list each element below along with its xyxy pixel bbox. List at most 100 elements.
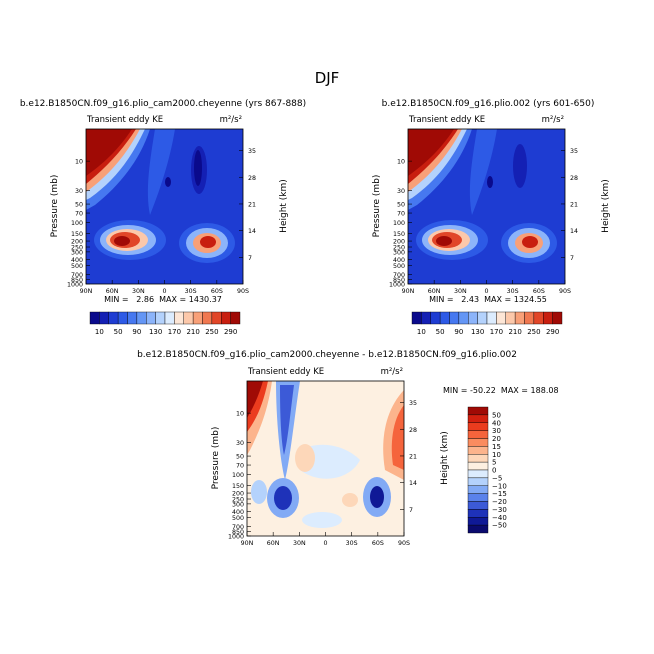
- colorbar-label: 10: [95, 328, 104, 336]
- colorbar-label: 0: [492, 467, 496, 475]
- panel-0-xtick-label: 90N: [80, 288, 93, 295]
- panel-0-y2tick-label: 14: [248, 228, 256, 235]
- colorbar-swatch: [467, 469, 489, 479]
- panel-1-y2tick-label: 14: [570, 228, 578, 235]
- colorbar-label: 250: [527, 328, 540, 336]
- panel-2-ticks: 1030507010015020025030040050070085010003…: [228, 400, 417, 547]
- colorbar-label: −15: [492, 490, 507, 498]
- colorbar-swatch: [192, 311, 203, 325]
- colorbar-swatch: [458, 311, 469, 325]
- panel-2-xtick-label: 60N: [267, 540, 280, 547]
- panel-0-ytick-label: 500: [71, 263, 83, 270]
- panel-2-y2label: Height (km): [440, 431, 450, 485]
- colorbar-swatch: [467, 524, 489, 534]
- colorbar-swatch: [477, 311, 488, 325]
- colorbar-swatch: [127, 311, 138, 325]
- panel-2-ytick-label: 500: [232, 515, 244, 522]
- colorbar-label: 170: [490, 328, 503, 336]
- panel-1-ytick-label: 70: [397, 211, 405, 218]
- colorbar-label: −10: [492, 482, 507, 490]
- panel-0-xtick-label: 60N: [106, 288, 119, 295]
- colorbar-label: −30: [492, 506, 507, 514]
- panel-2-ytick-label: 1000: [228, 534, 244, 541]
- panel-1-ytick-label: 10: [397, 159, 405, 166]
- panel-2-ytick-label: 300: [232, 501, 244, 508]
- panel-2-xtick-label: 0: [323, 540, 327, 547]
- colorbar-swatch: [174, 311, 184, 325]
- panel-2-y2tick-label: 7: [409, 507, 413, 514]
- panel-2-ytick-label: 850: [232, 529, 244, 536]
- panel-0-ticks: 1030507010015020025030040050070085010003…: [67, 148, 256, 295]
- colorbar-label: 290: [546, 328, 559, 336]
- panel-1-ytick-label: 400: [393, 257, 405, 264]
- colorbar-swatch: [467, 454, 489, 463]
- colorbar-label: 5: [492, 459, 496, 467]
- panel-2-ytick-label: 400: [232, 509, 244, 516]
- panel-0-xtick-label: 30S: [185, 288, 197, 295]
- panel-1-xtick-label: 60S: [533, 288, 545, 295]
- colorbar-panel-1: 10 50 90 130 170 210 250 290: [411, 311, 563, 336]
- colorbar-swatch: [496, 311, 506, 325]
- colorbar-label: −40: [492, 514, 507, 522]
- panel-1-units: m²/s²: [542, 115, 564, 125]
- panel-2-contour-field: [247, 381, 404, 536]
- panel-0-ytick-label: 30: [75, 188, 83, 195]
- panel-0-ytick-label: 700: [71, 272, 83, 279]
- panel-1-ytick-label: 500: [393, 263, 405, 270]
- colorbar-swatch: [230, 311, 241, 325]
- panel-2-xtick-label: 30N: [293, 540, 306, 547]
- panel-1-header: b.e12.B1850CN.f09_g16.plio.002 (yrs 601-…: [382, 99, 595, 109]
- panel-0-ytick-label: 10: [75, 159, 83, 166]
- panel-0-ytick-label: 850: [71, 277, 83, 284]
- panel-0-xtick-label: 60S: [211, 288, 223, 295]
- panel-0-ytick-label: 100: [71, 220, 83, 227]
- panel-2-header: b.e12.B1850CN.f09_g16.plio_cam2000.cheye…: [137, 350, 517, 360]
- colorbar-swatch: [467, 517, 489, 526]
- panel-1-xtick-label: 0: [484, 288, 488, 295]
- panel-0-y2tick-label: 21: [248, 201, 256, 208]
- panel-2-ytick-label: 150: [232, 483, 244, 490]
- colorbar-swatch: [486, 311, 497, 325]
- panel-0-xtick-label: 30N: [132, 288, 145, 295]
- panel-2-xtick-label: 90S: [398, 540, 410, 547]
- panel-2-ytick-label: 50: [236, 454, 244, 461]
- colorbar-swatch: [467, 461, 489, 471]
- colorbar-swatch: [505, 311, 516, 325]
- colorbar-swatch: [108, 311, 119, 325]
- panel-1-ytick-label: 30: [397, 188, 405, 195]
- panel-0-stats: MIN = 2.86 MAX = 1430.37: [104, 295, 222, 304]
- colorbar-swatch: [552, 311, 563, 325]
- panel-1-ticks: 1030507010015020025030040050070085010003…: [389, 148, 578, 295]
- colorbar-swatch: [89, 311, 100, 325]
- colorbar-label: 210: [508, 328, 521, 336]
- panel-1-ytick-label: 700: [393, 272, 405, 279]
- panel-0-ytick-label: 70: [75, 211, 83, 218]
- panel-0-contour-field: [86, 129, 243, 284]
- panel-0-header: b.e12.B1850CN.f09_g16.plio_cam2000.cheye…: [20, 99, 306, 109]
- colorbar-swatch: [467, 438, 489, 447]
- colorbar-panel-0: 10 50 90 130 170 210 250 290: [89, 311, 241, 336]
- colorbar-label: 50: [114, 328, 123, 336]
- colorbar-label: 20: [492, 435, 501, 443]
- colorbar-swatch: [467, 414, 489, 423]
- colorbar-label: −20: [492, 498, 507, 506]
- panel-2-ytick-label: 200: [232, 491, 244, 498]
- panel-2-ytick-label: 250: [232, 497, 244, 504]
- colorbar-swatch: [514, 311, 525, 325]
- colorbar-label: 50: [492, 411, 501, 419]
- colorbar-label: 250: [205, 328, 218, 336]
- panel-1-xtick-label: 30S: [507, 288, 519, 295]
- colorbar-label: 10: [417, 328, 426, 336]
- colorbar-swatch: [164, 311, 175, 325]
- colorbar-label: 130: [149, 328, 162, 336]
- panel-2-ytick-label: 100: [232, 472, 244, 479]
- panel-1-y2tick-label: 7: [570, 255, 574, 262]
- panel-1-ytick-label: 300: [393, 249, 405, 256]
- panel-1-xtick-label: 90S: [559, 288, 571, 295]
- colorbar-swatch: [430, 311, 441, 325]
- colorbar-swatch: [467, 501, 489, 510]
- panel-1-ylabel: Pressure (mb): [372, 175, 382, 238]
- panel-0-y2tick-label: 35: [248, 148, 256, 155]
- panel-2-ytick-label: 30: [236, 440, 244, 447]
- colorbar-label: 40: [492, 419, 501, 427]
